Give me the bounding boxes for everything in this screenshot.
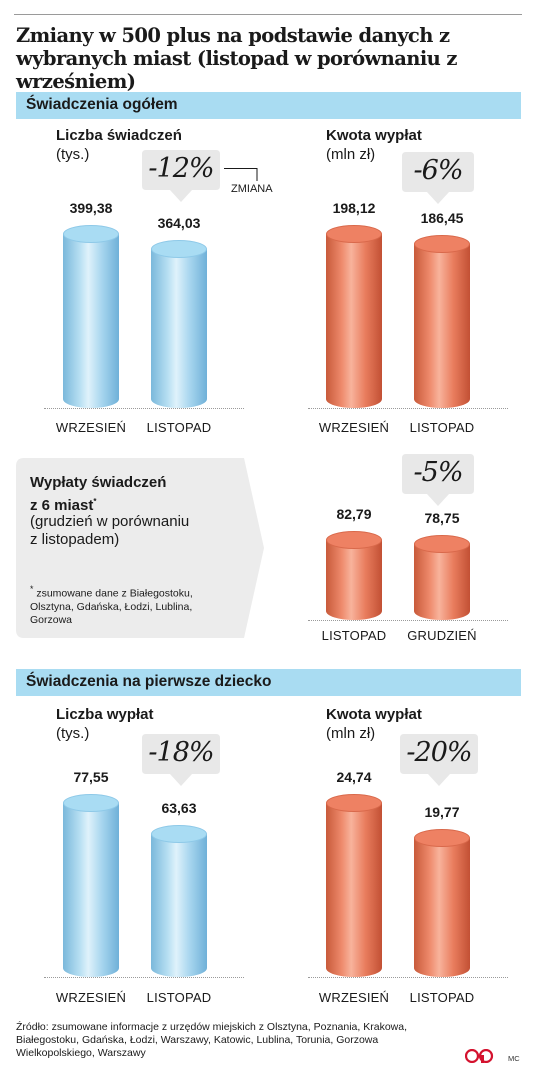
bar-wrzesień bbox=[326, 794, 382, 977]
change-badge: -20% bbox=[398, 732, 480, 788]
box-title-line1: Wypłaty świadczeń bbox=[30, 474, 167, 491]
category-label: WRZESIEŃ bbox=[318, 420, 390, 435]
section-band-first-child: Świadczenia na pierwsze dziecko bbox=[16, 669, 521, 696]
bar-value-label: 77,55 bbox=[73, 769, 109, 785]
chart-baseline bbox=[44, 408, 244, 409]
change-badge: -6% bbox=[400, 150, 476, 206]
bar-listopad bbox=[414, 828, 470, 977]
bar-wrzesień bbox=[63, 225, 119, 408]
page-title: Zmiany w 500 plus na podstawie danych z … bbox=[16, 24, 458, 93]
chart-baseline bbox=[308, 408, 508, 409]
category-label: LISTOPAD bbox=[146, 990, 212, 1005]
panel-label: Liczba wypłat bbox=[56, 706, 154, 723]
change-badge: -18% bbox=[140, 732, 222, 788]
bar-value-label: 63,63 bbox=[161, 800, 197, 817]
bar-value-label: 82,79 bbox=[336, 506, 372, 522]
bar-value-label: 399,38 bbox=[69, 200, 113, 216]
bar-listopad bbox=[326, 531, 382, 620]
category-label: WRZESIEŃ bbox=[55, 990, 127, 1005]
bar-listopad bbox=[151, 825, 207, 977]
bar-wrzesień bbox=[326, 225, 382, 408]
top-rule bbox=[14, 14, 522, 15]
panel-unit: (mln zł) bbox=[326, 146, 376, 163]
change-value: -5% bbox=[413, 457, 464, 488]
chart-baseline bbox=[308, 620, 508, 621]
change-value: -12% bbox=[148, 153, 214, 184]
bar-grudzień bbox=[414, 534, 470, 620]
bar-listopad bbox=[414, 235, 470, 408]
change-value: -20% bbox=[406, 737, 472, 768]
panel-label: Kwota wypłat bbox=[326, 127, 422, 144]
bar-value-label: 78,75 bbox=[424, 509, 460, 526]
info-box bbox=[16, 458, 264, 638]
section-title: Świadczenia ogółem bbox=[26, 96, 178, 113]
category-label: LISTOPAD bbox=[409, 420, 475, 435]
bar-value-label: 186,45 bbox=[420, 210, 464, 227]
category-label: WRZESIEŃ bbox=[318, 990, 390, 1005]
section-title: Świadczenia na pierwsze dziecko bbox=[26, 673, 272, 690]
author-credit: MC bbox=[508, 1054, 520, 1063]
box-subtitle-line1: (grudzień w porównaniu bbox=[30, 513, 190, 530]
category-label: LISTOPAD bbox=[321, 628, 387, 643]
panel-unit: (mln zł) bbox=[326, 725, 376, 742]
source-note: Źródło: zsumowane informacje z urzędów m… bbox=[16, 1021, 407, 1059]
section-band-total: Świadczenia ogółem bbox=[16, 92, 521, 119]
panel-label: Kwota wypłat bbox=[326, 706, 422, 723]
bar-value-label: 364,03 bbox=[157, 215, 201, 232]
publisher-logo bbox=[465, 1049, 494, 1063]
change-badge: -12% bbox=[140, 148, 222, 204]
bar-wrzesień bbox=[63, 794, 119, 977]
box-title-line2: z 6 miast* bbox=[30, 497, 97, 514]
box-subtitle-line2: z listopadem) bbox=[30, 531, 120, 548]
category-label: WRZESIEŃ bbox=[55, 420, 127, 435]
chart-baseline bbox=[308, 977, 508, 978]
change-note-connector bbox=[224, 168, 258, 181]
category-label: LISTOPAD bbox=[146, 420, 212, 435]
bar-value-label: 198,12 bbox=[332, 200, 376, 216]
box-footnote: * zsumowane dane z Białegostoku, Olsztyn… bbox=[30, 584, 193, 626]
category-label: LISTOPAD bbox=[409, 990, 475, 1005]
panel-unit: (tys.) bbox=[56, 725, 90, 742]
panel-unit: (tys.) bbox=[56, 146, 90, 163]
change-note: ZMIANA bbox=[231, 183, 273, 195]
chart-baseline bbox=[44, 977, 244, 978]
category-label: GRUDZIEŃ bbox=[407, 628, 477, 643]
panel-label: Liczba świadczeń bbox=[56, 127, 182, 144]
change-value: -6% bbox=[413, 155, 464, 186]
bar-value-label: 24,74 bbox=[336, 769, 372, 785]
change-badge: -5% bbox=[400, 452, 476, 508]
change-value: -18% bbox=[148, 737, 214, 768]
bar-listopad bbox=[151, 240, 207, 408]
bar-value-label: 19,77 bbox=[424, 803, 460, 820]
